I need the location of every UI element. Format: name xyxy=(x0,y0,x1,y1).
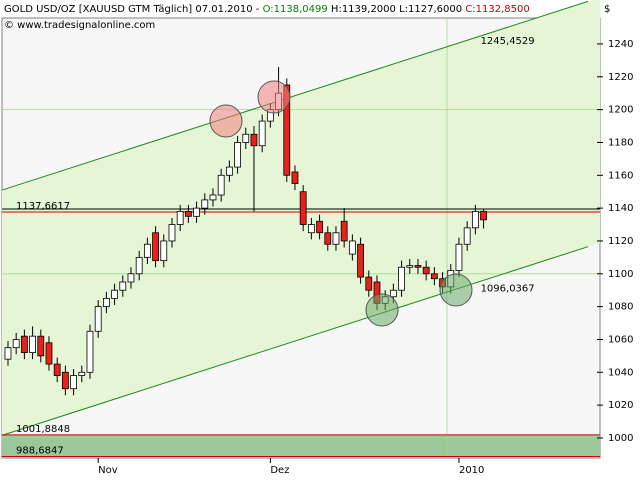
candle-body xyxy=(12,339,20,349)
highlight-circle xyxy=(257,80,291,114)
candle-body xyxy=(340,220,348,242)
candle-body xyxy=(152,232,159,262)
candle-body xyxy=(176,211,184,225)
candle-body xyxy=(160,240,168,262)
header-part: L:1127,6000 xyxy=(396,4,462,15)
x-tick-label: 2010 xyxy=(459,465,484,476)
y-tick-label: 1040 xyxy=(608,367,633,378)
candle-body xyxy=(283,84,291,176)
y-tick-label: 1100 xyxy=(608,269,633,280)
candle-body xyxy=(406,265,414,268)
y-tick-label: 1200 xyxy=(608,105,633,116)
chart-header: GOLD USD/OZ [XAUUSD GTM Täglich] 07.01.2… xyxy=(4,4,530,15)
candle-body xyxy=(111,289,118,299)
candle-body xyxy=(299,191,307,225)
candle-body xyxy=(242,133,250,143)
x-tick-label: Dez xyxy=(270,465,289,476)
candle-body xyxy=(193,207,200,217)
candle-body xyxy=(70,375,77,390)
x-tick-label: Nov xyxy=(98,465,118,476)
y-tick-label: 1220 xyxy=(608,72,633,83)
candle-body xyxy=(102,298,110,308)
y-tick-label: 1180 xyxy=(608,137,633,148)
candle-body xyxy=(455,243,463,271)
header-part: C:1132,8500 xyxy=(462,4,530,15)
y-tick-label: 1080 xyxy=(608,302,633,313)
candle-body xyxy=(61,371,69,390)
candle-body xyxy=(357,243,364,278)
candle-body xyxy=(29,335,36,353)
candle-body xyxy=(127,273,135,283)
candle-body xyxy=(324,232,332,245)
candle-body xyxy=(217,174,225,196)
candle-body xyxy=(365,276,373,291)
candle-body xyxy=(143,243,151,258)
channel-label: 1096,0367 xyxy=(481,283,535,294)
candle-body xyxy=(184,211,192,217)
y-tick-label: 1020 xyxy=(608,400,633,411)
header-part: GOLD USD/OZ [XAUUSD GTM Täglich] 07.01.2… xyxy=(4,4,263,15)
candle-body xyxy=(119,281,127,291)
highlight-circle xyxy=(365,293,399,327)
candle-body xyxy=(398,266,405,291)
candle-body xyxy=(348,240,356,255)
level-label: 1137,6617 xyxy=(16,201,70,212)
y-tick-label: 1000 xyxy=(608,433,633,444)
y-tick-label: 1140 xyxy=(608,203,633,214)
copyright: © www.tradesignalonline.com xyxy=(4,20,155,31)
candle-body xyxy=(291,171,299,184)
candle-body xyxy=(463,227,471,245)
channel-line xyxy=(1,246,589,436)
candle-body xyxy=(86,330,94,373)
support-band xyxy=(2,434,600,457)
candle-body xyxy=(209,194,217,201)
highlight-circle xyxy=(439,273,473,307)
candle-body xyxy=(20,335,28,353)
foreground-layer: 1000 1020 1040 1060 1080 1100 1120 1140 1160 1180… xyxy=(1,0,633,476)
currency: $ xyxy=(604,4,610,15)
channel-line xyxy=(1,0,589,191)
candle-body xyxy=(471,211,479,229)
candle-body xyxy=(414,265,422,268)
header-part: H:1139,2000 xyxy=(328,4,396,15)
level-label: 988,6847 xyxy=(16,446,64,457)
highlight-circle xyxy=(209,104,243,138)
y-tick-label: 1060 xyxy=(608,334,633,345)
y-tick-label: 1120 xyxy=(608,236,633,247)
header-part: O:1138,0499 xyxy=(263,4,328,15)
y-tick-label: 1160 xyxy=(608,170,633,181)
candle-body xyxy=(422,266,430,275)
candle-body xyxy=(332,232,340,245)
candle-body xyxy=(78,371,86,376)
candle-body xyxy=(234,142,241,168)
candle-body xyxy=(316,220,323,234)
y-tick-label: 1240 xyxy=(608,39,633,50)
candle-body xyxy=(389,289,397,298)
candle-body xyxy=(168,224,176,242)
candle-body xyxy=(45,342,53,365)
candle-body xyxy=(94,306,102,332)
candle-body xyxy=(258,120,266,147)
candle-body xyxy=(37,335,45,357)
level-label: 1001,8848 xyxy=(16,424,70,435)
candle-body xyxy=(225,166,233,176)
candle-body xyxy=(250,133,258,147)
candle-body xyxy=(201,199,209,209)
candle-body xyxy=(135,256,143,275)
candle-body xyxy=(53,363,61,376)
candle-body xyxy=(430,273,438,280)
candle-body xyxy=(480,210,487,221)
candle-body xyxy=(307,224,315,234)
candle-body xyxy=(4,347,12,360)
channel-label: 1245,4529 xyxy=(481,36,535,47)
